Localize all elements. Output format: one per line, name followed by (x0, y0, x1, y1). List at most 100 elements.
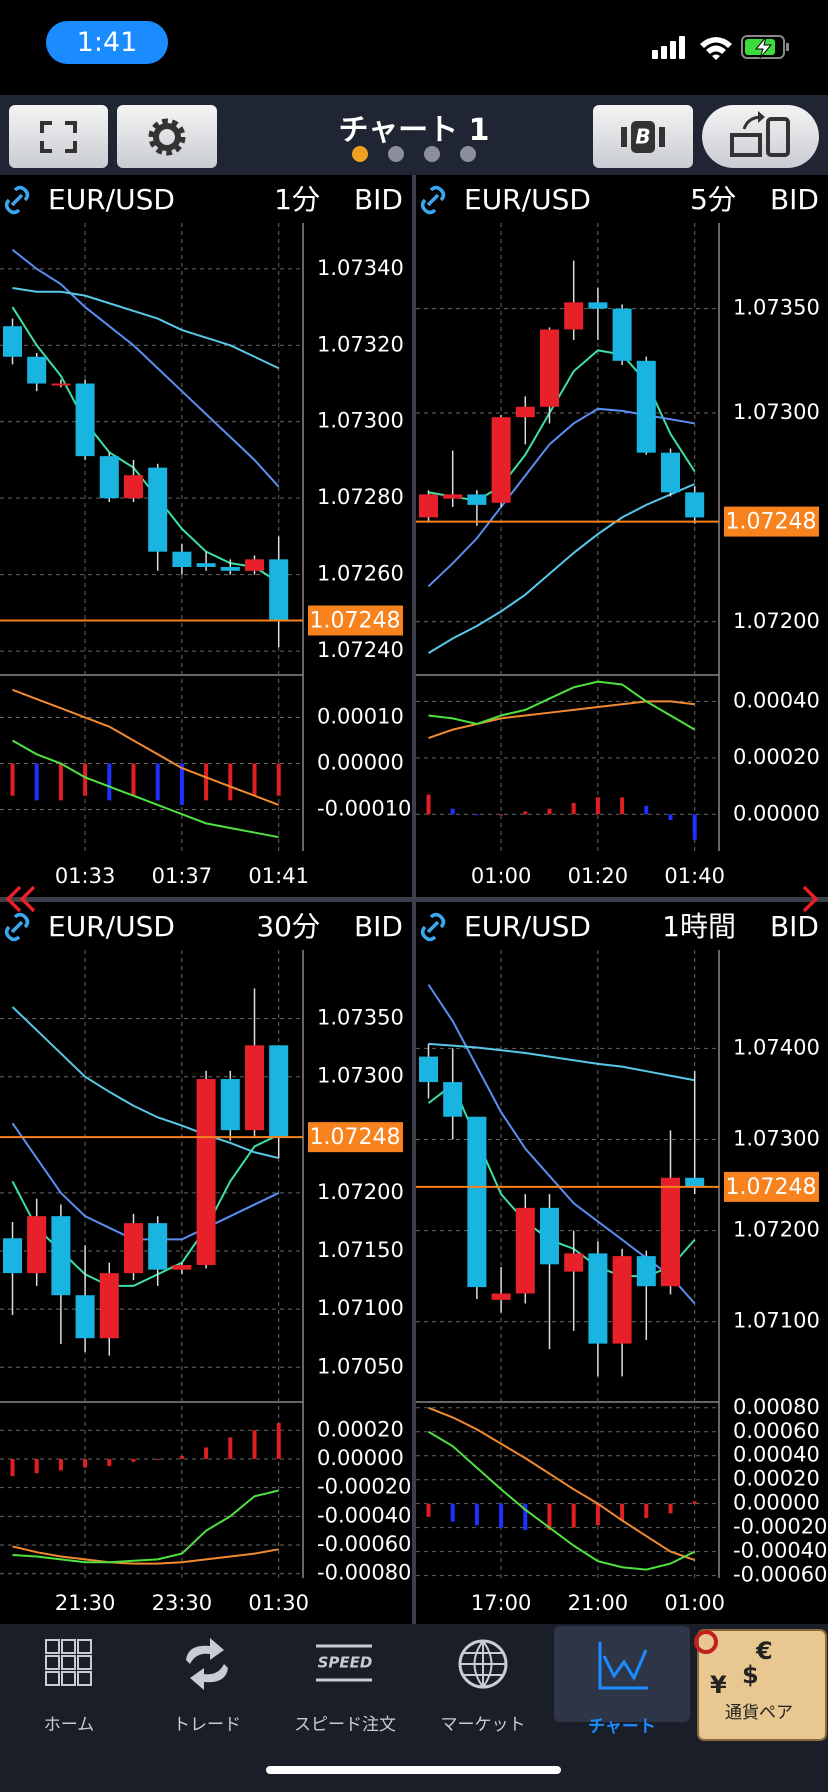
chart-panel[interactable]: EUR/USD 1時間 BID 17:00 21:00 01:00 1.07400 1.073… (416, 902, 828, 1624)
macd-tick-label: -0.00040 (317, 1503, 411, 1527)
link-shape (420, 912, 446, 942)
macd-histogram-bar (155, 1458, 160, 1460)
y-tick-label: 1.07280 (317, 485, 404, 509)
settings-button[interactable] (117, 105, 217, 168)
candle-body (419, 494, 438, 518)
candle-body (27, 356, 47, 384)
tab[interactable]: トレード (138, 1624, 276, 1792)
candle-body (3, 326, 22, 357)
y-tick-label: 1.07240 (317, 638, 404, 662)
macd-histogram-bar (450, 808, 455, 815)
candle-body (245, 1045, 264, 1131)
macd-histogram-bar (571, 1503, 576, 1528)
macd-histogram-bar (668, 814, 673, 820)
link-icon[interactable] (420, 185, 446, 215)
page-dot[interactable] (460, 146, 476, 162)
fullscreen-button[interactable] (9, 105, 108, 168)
chart-panel[interactable]: EUR/USD 5分 BID 01:00 01:20 01:40 1.07350 1.0730… (416, 175, 828, 897)
macd-histogram-bar (547, 808, 552, 815)
chart-panel[interactable]: EUR/USD 30分 BID 21:30 23:30 01:30 1.07350 1.073… (0, 902, 412, 1624)
macd-histogram-bar (668, 1503, 673, 1514)
macd-histogram-bar (644, 805, 649, 815)
macd-histogram-bar (450, 1503, 455, 1522)
candle-body (588, 302, 608, 309)
macd-histogram-bar (179, 763, 184, 805)
candle-body (269, 1045, 289, 1138)
prev-arrow[interactable] (4, 884, 38, 914)
status-icons (652, 35, 789, 60)
icon-cell (45, 1671, 60, 1686)
tab[interactable]: マーケット (414, 1624, 552, 1792)
macd-tick-label: 0.00020 (733, 1467, 820, 1491)
tab[interactable]: € $ ¥ 通貨ペア (690, 1624, 828, 1792)
b-button[interactable]: B (593, 105, 693, 168)
moving-average (11, 306, 280, 584)
macd-line (12, 688, 280, 806)
candle-body (467, 494, 487, 505)
candle-body (51, 1216, 71, 1296)
y-tick-label: 1.07200 (733, 1218, 820, 1242)
macd-tick-label: 0.00000 (733, 1491, 820, 1515)
macd-tick-label: 0.00020 (733, 745, 820, 769)
candle-body (27, 1216, 47, 1274)
tab[interactable]: チャート (554, 1626, 690, 1737)
x-tick-label: 01:33 (55, 864, 116, 888)
icon-cell (61, 1639, 76, 1654)
candle-body (245, 559, 264, 571)
next-arrow[interactable] (798, 884, 822, 914)
link-icon[interactable] (4, 185, 30, 215)
macd-histogram-bar (34, 763, 39, 801)
candle-body (99, 456, 119, 499)
icon-shape (186, 1638, 228, 1690)
tab[interactable]: SPEED スピード注文 (276, 1624, 414, 1792)
macd-histogram-bar (426, 1503, 431, 1517)
page-dot[interactable] (352, 146, 368, 162)
rotate-button[interactable] (702, 105, 819, 168)
link-icon[interactable] (4, 912, 30, 942)
macd-histogram-bar (179, 1456, 184, 1459)
wifi-icon (700, 37, 732, 60)
y-tick-label: 1.07100 (733, 1309, 820, 1333)
icon-cell (61, 1655, 76, 1670)
page-dot[interactable] (388, 146, 404, 162)
charging-bolt (754, 36, 773, 59)
page-dot[interactable] (424, 146, 440, 162)
svg-text:B: B (635, 125, 650, 149)
price-side: BID (770, 183, 819, 216)
candle-body (588, 1253, 608, 1344)
tab-label: 通貨ペア (725, 1703, 793, 1723)
macd-histogram-bar (595, 797, 600, 815)
candle-body (172, 1265, 192, 1270)
chart-panel[interactable]: EUR/USD 1分 BID 01:33 01:37 01:41 1.07340 1.0732… (0, 175, 412, 897)
pair-name: EUR/USD (464, 910, 591, 943)
icon-text: € (755, 1637, 773, 1665)
tab[interactable]: ホーム (0, 1624, 138, 1792)
candle-body (685, 492, 705, 518)
link-icon[interactable] (420, 912, 446, 942)
candle-body (196, 563, 216, 567)
macd-line (12, 1545, 279, 1565)
candle-body (196, 1079, 216, 1266)
timeframe: 1時間 (662, 910, 736, 943)
macd-line (428, 700, 695, 740)
macd-histogram-bar (204, 763, 209, 801)
macd-histogram-bar (523, 811, 528, 815)
icon-cell (61, 1671, 76, 1686)
moving-average (12, 286, 280, 370)
current-price-box (308, 605, 403, 636)
macd-tick-label: 0.00060 (733, 1419, 820, 1443)
macd-histogram-bar (692, 814, 697, 840)
timeframe: 30分 (256, 910, 320, 943)
price-side: BID (354, 910, 403, 943)
candle-body (220, 1079, 240, 1131)
macd-histogram-bar (571, 803, 576, 815)
candle-body (3, 1238, 22, 1274)
candle-body (75, 1295, 95, 1339)
candle-body (269, 559, 289, 621)
x-tick-label: 01:00 (664, 1591, 725, 1615)
y-tick-label: 1.07300 (733, 400, 820, 424)
macd-histogram-bar (83, 763, 88, 796)
y-tick-label: 1.07340 (317, 256, 404, 280)
icon-cell (45, 1639, 60, 1654)
